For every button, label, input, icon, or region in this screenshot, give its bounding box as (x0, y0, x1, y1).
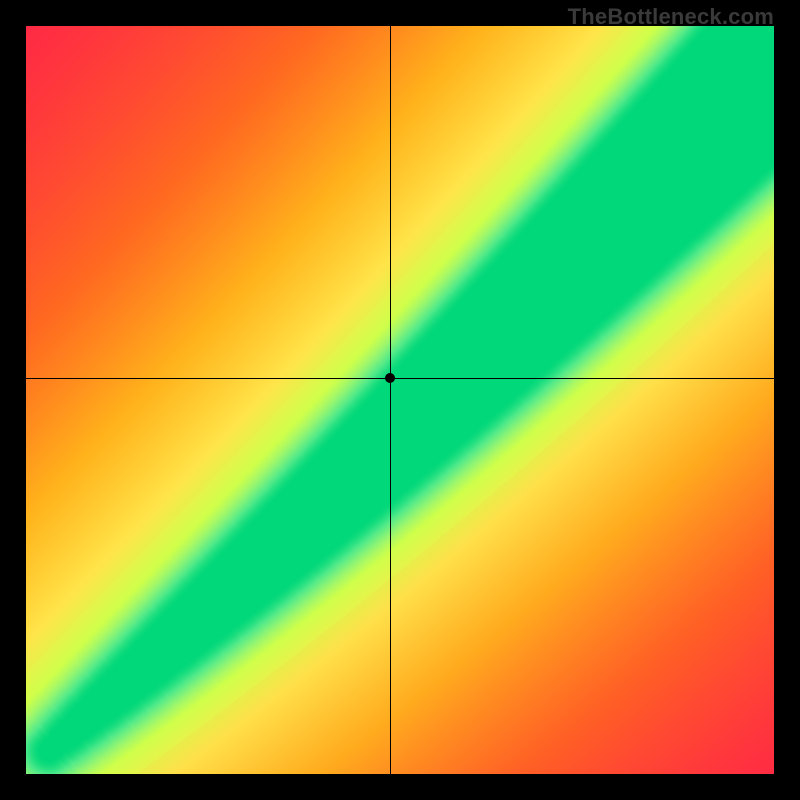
crosshair-vertical (390, 26, 391, 774)
watermark-text: TheBottleneck.com (568, 4, 774, 30)
bottleneck-heatmap (26, 26, 774, 774)
crosshair-horizontal (26, 378, 774, 379)
selection-marker (385, 373, 395, 383)
